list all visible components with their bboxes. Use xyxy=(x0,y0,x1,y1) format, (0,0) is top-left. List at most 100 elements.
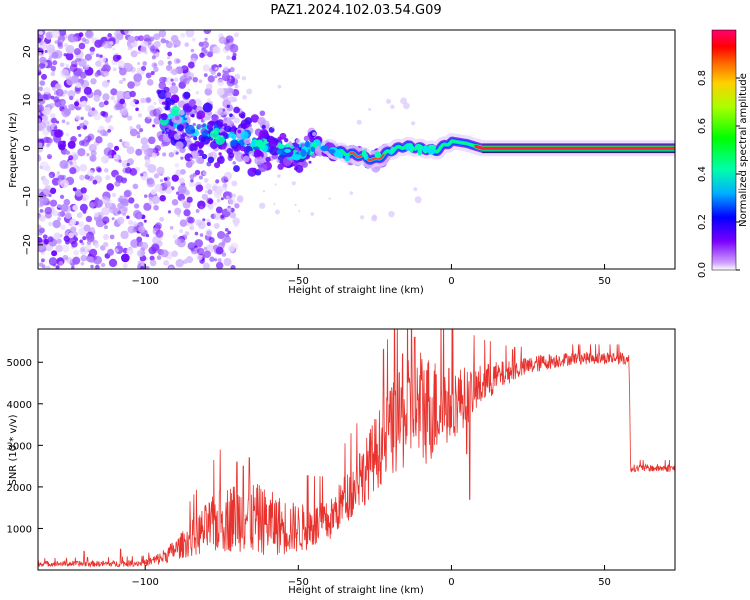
spectrum-speckle xyxy=(145,96,152,104)
spectrum-speckle xyxy=(51,30,60,38)
spectrum-speckle xyxy=(110,88,118,96)
spectrum-speckle xyxy=(196,110,206,120)
spectrum-speckle xyxy=(53,232,61,240)
spectrum-speckle xyxy=(165,41,173,49)
spectrum-speckle xyxy=(209,256,215,262)
spectrum-speckle xyxy=(79,174,85,181)
spectrum-speckle xyxy=(185,124,195,135)
spectrum-speckle xyxy=(268,140,277,149)
spectrum-speckle xyxy=(144,154,151,161)
spectrum-speckle xyxy=(78,133,82,137)
spectrum-speckle xyxy=(88,202,95,209)
spectrum-speckle xyxy=(77,148,86,157)
spectrum-speckle xyxy=(213,222,220,229)
spectrum-speckle xyxy=(126,162,130,167)
spectrum-speckle xyxy=(403,102,410,110)
spectrum-speckle xyxy=(202,171,207,176)
spectrum-speckle xyxy=(39,201,45,207)
spectrum-speckle xyxy=(193,136,198,141)
spectrum-speckle xyxy=(196,247,205,256)
spectrum-speckle xyxy=(232,96,238,103)
spectrum-speckle xyxy=(175,141,184,150)
spectrum-speckle xyxy=(95,136,103,144)
spectrum-speckle xyxy=(113,99,118,104)
spectrum-speckle xyxy=(145,265,150,269)
spectrum-speckle xyxy=(177,184,187,194)
spectrum-speckle xyxy=(88,143,97,152)
x-tick-label: −100 xyxy=(131,276,158,287)
spectrum-speckle xyxy=(250,114,260,123)
spectrum-speckle xyxy=(179,219,188,227)
spectrum-speckle xyxy=(185,256,194,264)
spectrum-speckle xyxy=(82,236,87,241)
spectrum-speckle xyxy=(152,124,156,128)
colorbar-gradient xyxy=(711,29,737,271)
spectrum-speckle xyxy=(69,161,73,165)
spectrum-speckle xyxy=(140,65,147,71)
spectrum-speckle xyxy=(273,203,276,206)
spectrum-speckle xyxy=(174,162,180,168)
spectrum-speckle xyxy=(42,106,51,116)
spectrum-speckle xyxy=(173,44,177,48)
spectrum-speckle xyxy=(171,199,179,206)
spectrum-speckle xyxy=(94,265,101,269)
spectrum-speckle xyxy=(104,116,112,123)
spectrum-speckle xyxy=(61,119,66,124)
spectrum-speckle xyxy=(130,50,138,58)
spectrum-speckle xyxy=(129,168,138,176)
spectrum-speckle xyxy=(153,66,159,73)
spectrum-speckle xyxy=(115,102,124,111)
spectrum-speckle xyxy=(349,191,354,195)
spectrum-speckle xyxy=(119,67,127,76)
spectrum-speckle xyxy=(177,193,186,202)
spectrum-speckle xyxy=(38,242,46,250)
spectrum-speckle xyxy=(90,78,97,85)
spectrum-speckle xyxy=(93,94,101,102)
spectrum-speckle xyxy=(74,101,80,107)
colorbar-tick-label: 0.2 xyxy=(697,214,708,230)
spectrum-speckle xyxy=(72,187,77,192)
spectrum-speckle xyxy=(356,119,362,125)
spectrum-speckle xyxy=(202,123,207,128)
spectrum-speckle xyxy=(228,245,235,252)
spectrum-speckle xyxy=(310,212,315,216)
spectrum-speckle xyxy=(103,225,108,230)
spectrum-speckle xyxy=(143,149,151,156)
spectrum-speckle xyxy=(227,230,232,235)
spectrum-speckle xyxy=(189,157,193,160)
spectrum-speckle xyxy=(57,211,63,217)
spectrum-speckle xyxy=(233,117,240,124)
spectrum-speckle xyxy=(79,71,87,79)
spectrum-speckle xyxy=(101,80,110,88)
spectrum-speckle xyxy=(113,145,120,151)
spectrum-speckle xyxy=(155,107,163,114)
spectrum-speckle xyxy=(126,146,135,155)
spectrum-speckle xyxy=(90,50,95,56)
spectrum-speckle xyxy=(171,174,179,182)
spectrum-speckle xyxy=(201,153,208,160)
spectrum-speckle xyxy=(46,44,56,53)
spectrum-speckle xyxy=(195,208,200,213)
colorbar-tick-label: 0.8 xyxy=(697,70,708,86)
spectrum-speckle xyxy=(208,237,215,244)
spectrum-speckle xyxy=(79,164,88,172)
spectrum-speckle xyxy=(100,155,109,164)
spectrum-speckle xyxy=(234,203,240,209)
spectrum-speckle xyxy=(81,86,85,90)
spectrum-speckle xyxy=(38,37,42,43)
spectrum-speckle xyxy=(52,60,58,66)
spectrum-speckle xyxy=(112,67,117,72)
spectrum-speckle xyxy=(154,222,162,230)
spectrum-speckle xyxy=(234,84,239,89)
spectrum-speckle xyxy=(59,159,69,169)
spectrum-speckle xyxy=(84,105,92,112)
ridge-blob xyxy=(405,145,411,151)
spectrum-speckle xyxy=(221,72,231,82)
spectrum-speckle xyxy=(210,69,216,75)
spectrum-speckle xyxy=(117,197,123,203)
spectrum-speckle xyxy=(92,179,98,185)
spectrum-speckle xyxy=(259,129,269,139)
spectrum-speckle xyxy=(65,64,69,68)
